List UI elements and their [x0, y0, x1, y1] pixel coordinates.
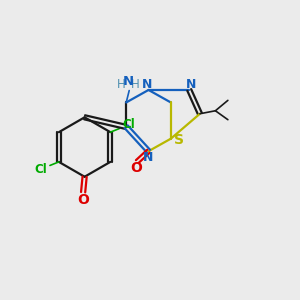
Text: N: N [185, 77, 196, 91]
Text: S: S [174, 133, 184, 147]
Text: Cl: Cl [122, 118, 135, 131]
Text: N: N [142, 77, 152, 91]
Text: N: N [122, 75, 134, 88]
Text: O: O [130, 161, 142, 175]
Text: O: O [77, 193, 89, 207]
Text: H: H [131, 77, 140, 91]
Text: N: N [143, 151, 154, 164]
Text: H: H [116, 77, 125, 91]
Text: Cl: Cl [34, 163, 47, 176]
